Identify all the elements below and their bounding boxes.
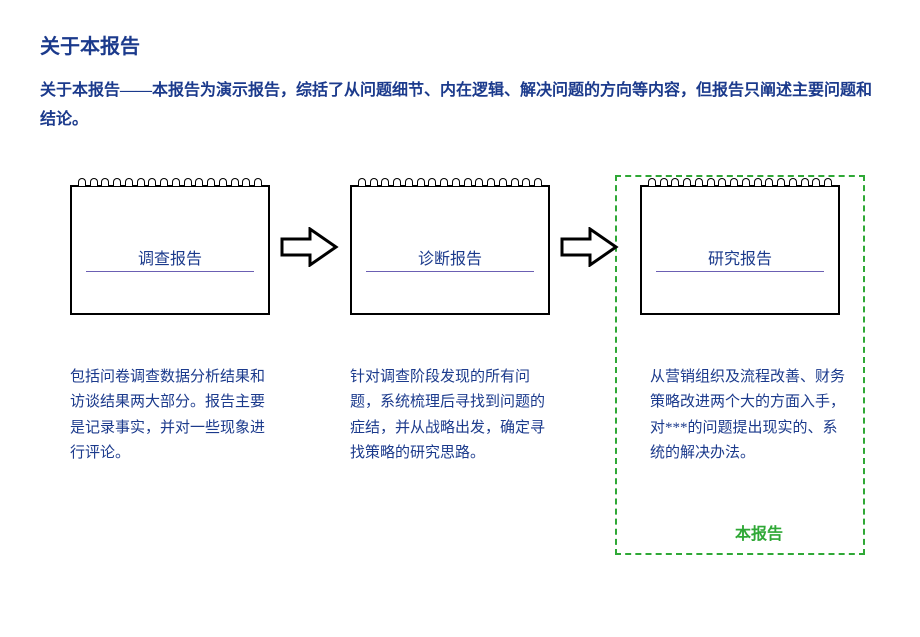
description-1: 针对调查阶段发现的所有问题，系统梳理后寻找到问题的症结，并从战略出发，确定寻找策…: [350, 365, 550, 467]
description-0: 包括问卷调查数据分析结果和访谈结果两大部分。报告主要是记录事实，并对一些现象进行…: [70, 365, 270, 467]
arrow-right-icon: [280, 227, 340, 267]
description-2: 从营销组织及流程改善、财务策略改进两个大的方面入手，对***的问题提出现实的、系…: [650, 365, 850, 467]
report-box-label: 诊断报告: [366, 245, 534, 272]
report-box-label: 调查报告: [86, 245, 254, 272]
report-box-2: 研究报告: [640, 185, 840, 315]
flow-diagram: 调查报告 诊断报告 研究报告 包括问卷调查数据分析结果和访谈结果两大部分。报告主要是…: [40, 175, 880, 585]
report-box-0: 调查报告: [70, 185, 270, 315]
arrow-right-icon: [560, 227, 620, 267]
report-box-label: 研究报告: [656, 245, 824, 272]
report-box-1: 诊断报告: [350, 185, 550, 315]
page-subtitle: 关于本报告――本报告为演示报告，综括了从问题细节、内在逻辑、解决问题的方向等内容…: [40, 77, 880, 135]
page-title: 关于本报告: [40, 30, 880, 59]
highlight-label: 本报告: [735, 520, 783, 544]
